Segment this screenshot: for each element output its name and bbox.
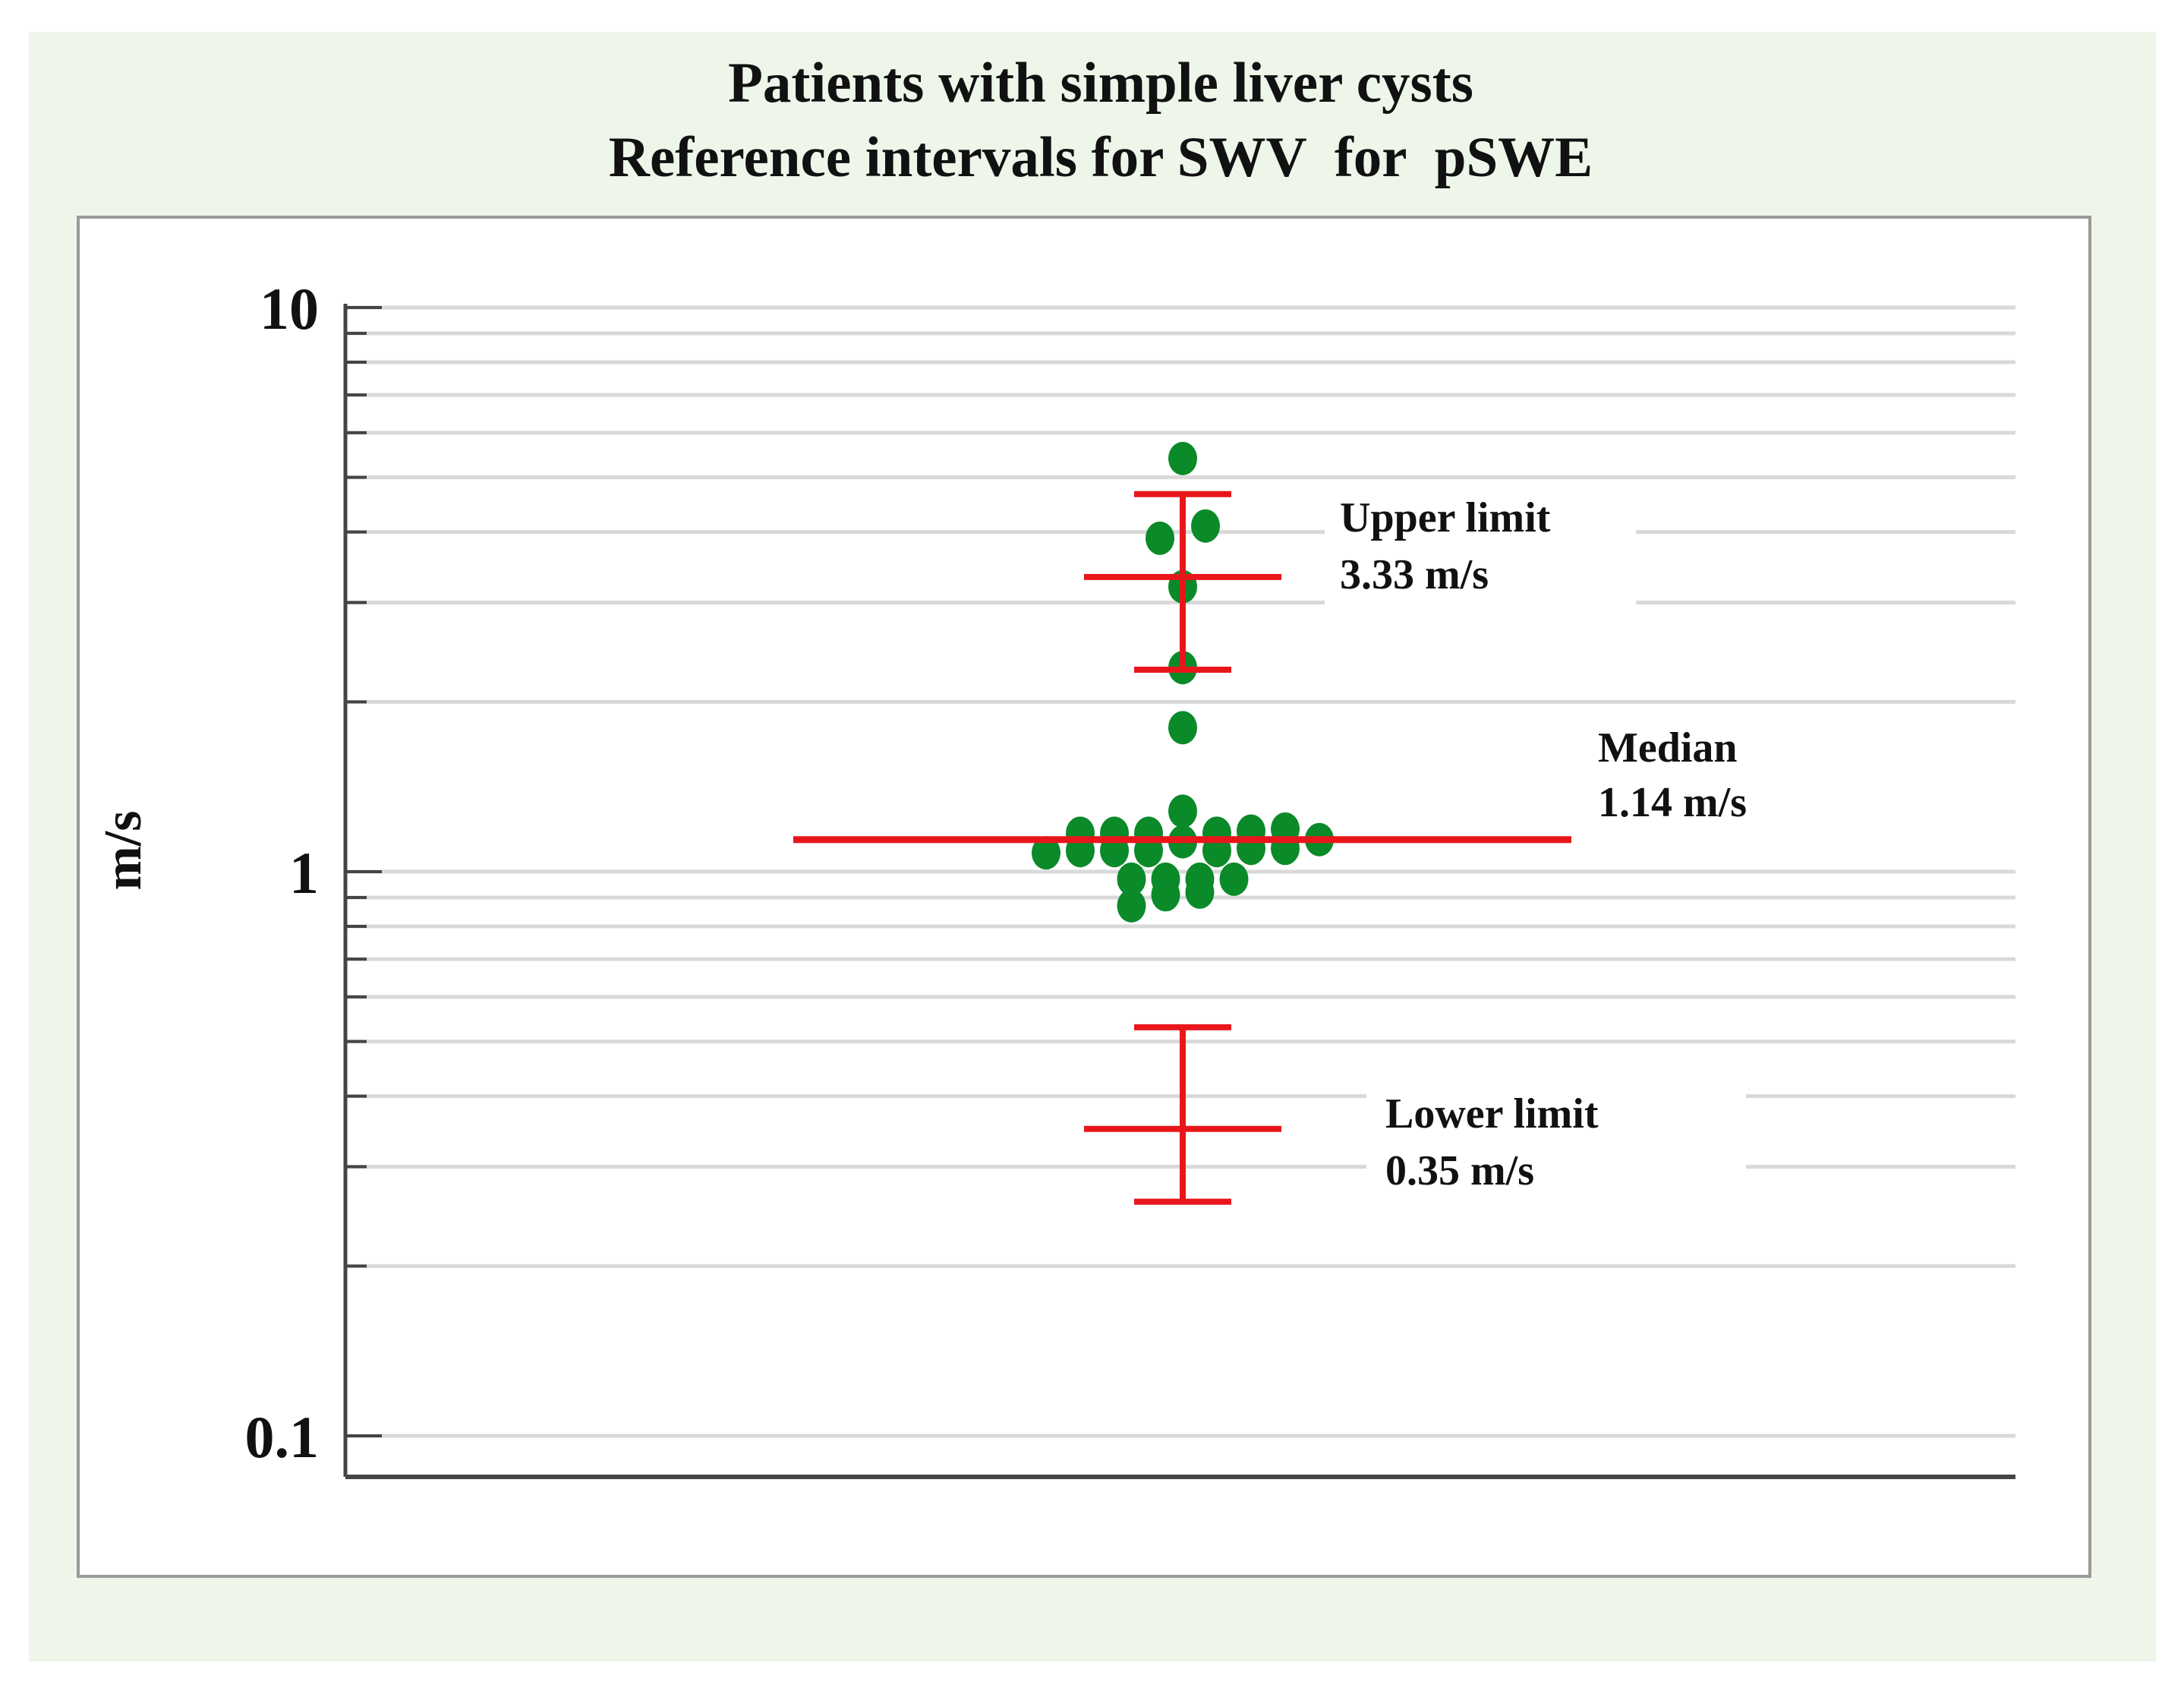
- lower-limit-label-background: [1366, 1074, 1746, 1207]
- lower-limit-label: Lower limit: [1385, 1090, 1599, 1137]
- data-point: [1219, 862, 1249, 896]
- upper-limit-label-background: [1325, 482, 1636, 611]
- data-point: [1117, 862, 1146, 896]
- y-tick-label: 10: [260, 276, 319, 342]
- reference-markers: [793, 491, 1571, 1205]
- data-point: [1168, 711, 1197, 745]
- median-label: Median: [1598, 724, 1738, 771]
- lower-limit-value: 0.35 m/s: [1385, 1147, 1534, 1194]
- data-point: [1117, 888, 1146, 923]
- median-value: 1.14 m/s: [1598, 779, 1747, 826]
- y-axis-label: m/s: [94, 811, 153, 891]
- chart-subtitle: Reference intervals for SWV for pSWE: [609, 126, 1593, 189]
- chart-title: Patients with simple liver cysts: [728, 52, 1473, 115]
- y-axis-ticks: 10 1 0.1: [245, 276, 382, 1470]
- data-point: [1032, 836, 1060, 870]
- gridlines: [345, 305, 2015, 1438]
- data-point: [1168, 441, 1197, 475]
- data-point: [1146, 521, 1174, 555]
- upper-limit-value: 3.33 m/s: [1340, 551, 1489, 598]
- y-tick-label: 1: [289, 840, 319, 906]
- data-point: [1191, 509, 1220, 543]
- y-tick-label: 0.1: [245, 1404, 320, 1470]
- data-point: [1151, 878, 1180, 912]
- data-point: [1168, 794, 1197, 828]
- median-label-background: [1587, 710, 1814, 839]
- data-point: [1185, 875, 1215, 909]
- annotations: Upper limit 3.33 m/s Median 1.14 m/s Low…: [1325, 482, 1814, 1207]
- upper-limit-label: Upper limit: [1340, 494, 1551, 541]
- axes: [343, 304, 2015, 1479]
